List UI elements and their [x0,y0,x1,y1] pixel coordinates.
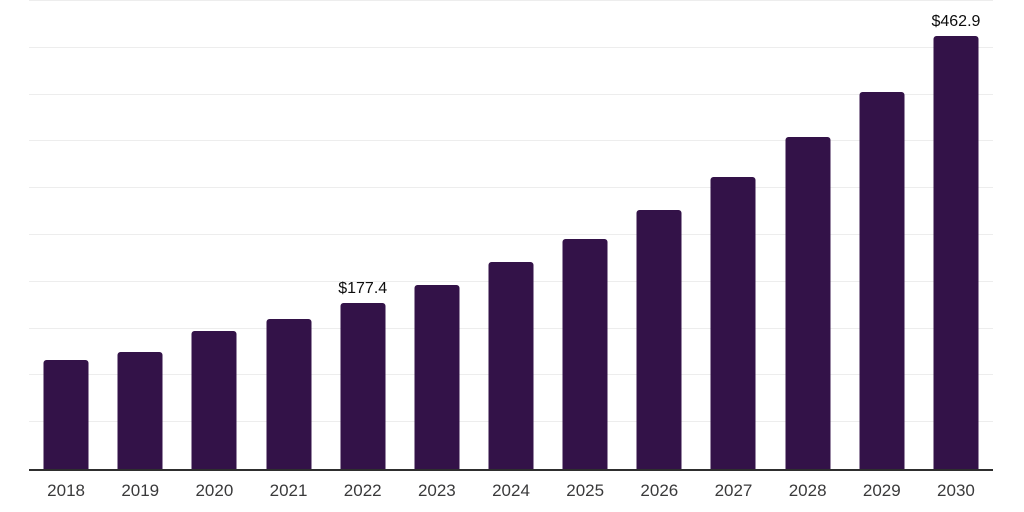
bar-2019 [117,352,163,469]
bar-band-2021 [251,1,325,469]
x-tick-label-2019: 2019 [121,481,160,500]
x-axis-tick-labels: 2018 2019 2020 2021 2022 2023 2024 2025 2026 2027… [29,481,993,501]
bar-2023 [414,284,460,469]
bars-row: $177.4 $462.9 [29,1,993,469]
bar-band-2022: $177.4 [326,1,400,469]
bar-band-2020 [177,1,251,469]
x-tick-label-2029: 2029 [862,481,901,500]
gridline-250 [29,234,993,235]
x-tick-label-2025: 2025 [566,481,605,500]
bar-2025 [562,238,608,469]
x-tick-label-2018: 2018 [47,481,85,500]
bar-2018 [43,360,89,469]
x-tick-label-2024: 2024 [492,481,530,500]
bar-2028 [785,136,831,469]
gridline-400 [29,93,993,95]
bar-2029 [859,91,905,469]
bar-2027 [710,176,756,469]
bar-2021 [266,319,312,469]
bar-band-2027 [696,1,770,469]
x-tick-label-2021: 2021 [269,481,308,500]
bar-2024 [488,262,534,469]
gridline-450 [29,46,993,48]
x-tick-label-2028: 2028 [788,481,827,500]
x-tick-label-2026: 2026 [640,481,679,500]
gridline-350 [29,140,993,142]
bar-band-2025 [548,1,622,469]
x-tick-label-2027: 2027 [714,481,753,500]
bar-band-2028 [771,1,845,469]
bar-band-2019 [103,1,177,469]
gridline-500 [29,0,993,1]
bar-2030 [933,35,979,469]
x-tick-label-2022: 2022 [343,481,382,500]
bar-band-2018 [29,1,103,469]
bar-band-2024 [474,1,548,469]
bar-2022 [340,302,386,469]
bar-band-2029 [845,1,919,469]
x-tick-label-2030: 2030 [937,481,975,500]
bar-2026 [636,209,682,469]
bar-2020 [191,331,237,469]
bar-band-2023 [400,1,474,469]
x-tick-label-2020: 2020 [195,481,234,500]
plot-area: $177.4 $462.9 [29,0,993,471]
bar-band-2026 [622,1,696,469]
gridline-300 [29,187,993,189]
bar-value-label-2022: $177.4 [338,279,388,297]
bar-value-label-2030: $462.9 [931,12,981,30]
bar-band-2030: $462.9 [919,1,993,469]
x-tick-label-2023: 2023 [417,481,456,500]
